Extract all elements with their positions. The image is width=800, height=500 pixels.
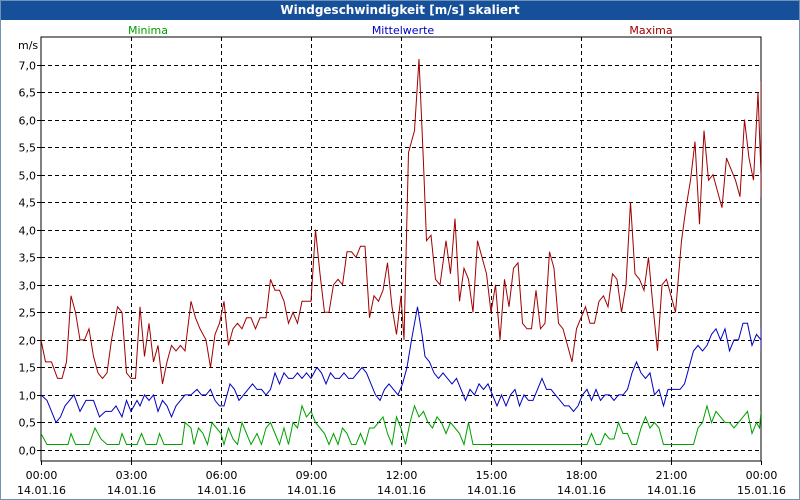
axis-layer: 0,0 0,5 1,0 1,5 2,0 2,5 3,0 3,5 4,0 4,5 5,0 5,5 6,0 6… [17,39,786,497]
legend-layer: Minima Mittelwerte Maxima [128,24,673,37]
x-tick-time-label: 15:00 [476,469,508,482]
x-tick-time-label: 21:00 [656,469,688,482]
y-tick-label: 0,0 [19,445,37,458]
x-tick-date-label: 14.01.16 [287,484,336,497]
x-tick-time-label: 00:00 [746,469,778,482]
x-tick-date-label: 14.01.16 [557,484,606,497]
x-tick-date-label: 15.01.16 [737,484,786,497]
x-tick-date-label: 14.01.16 [17,484,66,497]
window-title: Windgeschwindigkeit [m/s] skaliert [1,1,799,20]
y-tick-label: 2,5 [19,307,37,320]
y-tick-label: 5,5 [19,142,37,155]
y-tick-label: 5,0 [19,170,37,183]
y-tick-label: 3,0 [19,280,37,293]
x-tick-time-label: 00:00 [26,469,58,482]
series-line-mittelwerte [41,306,761,424]
y-tick-label: 6,0 [19,115,37,128]
x-tick-time-label: 12:00 [386,469,418,482]
x-tick-date-label: 14.01.16 [107,484,156,497]
x-tick-date-label: 14.01.16 [647,484,696,497]
y-tick-label: 6,5 [19,87,37,100]
x-tick-date-label: 14.01.16 [377,484,426,497]
y-tick-label: 7,0 [19,60,37,73]
x-tick-time-label: 03:00 [116,469,148,482]
x-tick-date-label: 14.01.16 [467,484,516,497]
x-tick-time-label: 06:00 [206,469,238,482]
y-axis-unit-label: m/s [18,39,38,52]
legend-entry-maxima: Maxima [629,24,672,37]
series-line-minima [41,403,761,447]
x-tick-time-label: 18:00 [566,469,598,482]
x-tick-time-label: 09:00 [296,469,328,482]
series-layer [41,58,761,447]
legend-entry-minima: Minima [128,24,168,37]
x-tick-date-label: 14.01.16 [197,484,246,497]
series-line-maxima [41,58,761,385]
y-tick-label: 1,0 [19,390,37,403]
y-tick-label: 4,0 [19,225,37,238]
y-tick-label: 1,5 [19,362,37,375]
grid-layer [40,36,762,462]
y-tick-label: 2,0 [19,335,37,348]
y-tick-label: 0,5 [19,417,37,430]
legend-entry-mittelwerte: Mittelwerte [372,24,435,37]
y-tick-label: 3,5 [19,252,37,265]
y-tick-label: 4,5 [19,197,37,210]
